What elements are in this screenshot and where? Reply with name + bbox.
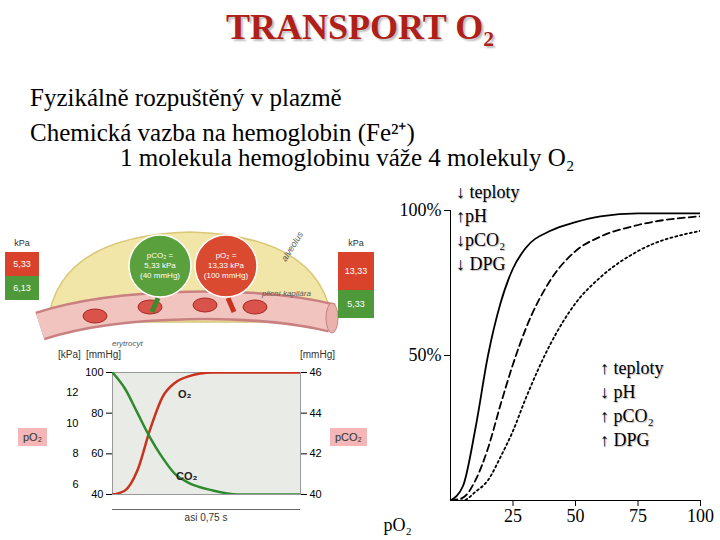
html-text:↑pH: ↑pH: [456, 206, 487, 226]
svg-text:100: 100: [687, 506, 714, 526]
html-text:pCO₂: pCO₂: [335, 431, 362, 443]
svg-text:100: 100: [85, 366, 103, 378]
html-text:1 molekula hemoglobinu váže 4: 1 molekula hemoglobinu váže 4 molekuly O…: [120, 144, 575, 171]
html-text:O₂: O₂: [178, 388, 192, 400]
html-text:↓pCO₂: ↓pCO₂: [456, 230, 506, 250]
svg-text:6,13: 6,13: [13, 283, 31, 293]
html-text:Chemická vazba na hemoglobin (: Chemická vazba na hemoglobin (Fe²⁺): [30, 119, 415, 146]
html-text:asi 0,75 s: asi 0,75 s: [184, 512, 228, 523]
svg-text:12: 12: [66, 386, 78, 398]
svg-text:50: 50: [567, 506, 585, 526]
svg-text:(100 mmHg): (100 mmHg): [204, 271, 249, 280]
svg-text:5,33: 5,33: [347, 299, 365, 309]
svg-text:80: 80: [91, 407, 103, 419]
svg-text:(40 mmHg): (40 mmHg): [140, 271, 180, 280]
svg-text:100%: 100%: [400, 200, 442, 220]
html-text:↓ DPG: ↓ DPG: [456, 254, 506, 274]
svg-text:8: 8: [72, 447, 78, 459]
svg-text:kPa: kPa: [14, 238, 30, 248]
svg-text:46: 46: [310, 366, 322, 378]
svg-text:pO₂: pO₂: [384, 515, 412, 535]
svg-text:alveolus: alveolus: [279, 229, 305, 263]
svg-text:13,33 kPa: 13,33 kPa: [208, 261, 245, 270]
html-text:CO₂: CO₂: [176, 470, 198, 482]
html-text:[mmHg]: [mmHg]: [300, 349, 335, 360]
svg-text:50%: 50%: [409, 345, 442, 365]
html-text:Fyzikálně rozpuštěný v plazmě: Fyzikálně rozpuštěný v plazmě: [30, 84, 342, 111]
svg-text:pCO₂ =: pCO₂ =: [147, 251, 174, 260]
svg-text:5,33: 5,33: [13, 259, 31, 269]
svg-text:40: 40: [91, 488, 103, 500]
html-text:↑ pCO₂: ↑ pCO₂: [600, 406, 654, 426]
html-text:[kPa]: [kPa]: [58, 349, 81, 360]
svg-text:40: 40: [310, 488, 322, 500]
svg-text:5,33 kPa: 5,33 kPa: [144, 261, 176, 270]
svg-text:25: 25: [504, 506, 522, 526]
svg-text:44: 44: [310, 407, 322, 419]
html-text:TRANSPORT O₂: TRANSPORT O₂: [226, 7, 494, 47]
svg-text:kPa: kPa: [348, 238, 364, 248]
html-text:↑ teploty: ↑ teploty: [600, 358, 664, 378]
svg-text:6: 6: [72, 478, 78, 490]
svg-text:60: 60: [91, 447, 103, 459]
svg-text:10: 10: [66, 417, 78, 429]
svg-text:13,33: 13,33: [345, 266, 368, 276]
html-text:↑ DPG: ↑ DPG: [600, 430, 650, 450]
svg-text:42: 42: [310, 447, 322, 459]
html-text:↓ pH: ↓ pH: [600, 382, 636, 402]
svg-text:erytrocyt: erytrocyt: [112, 339, 143, 348]
svg-text:75: 75: [629, 506, 647, 526]
html-text:[mmHg]: [mmHg]: [86, 349, 121, 360]
svg-text:pO₂ =: pO₂ =: [216, 251, 237, 260]
html-text:pO₂: pO₂: [23, 431, 42, 443]
html-text:↓ teploty: ↓ teploty: [456, 182, 520, 202]
svg-text:plicní kapilára: plicní kapilára: [261, 289, 311, 298]
